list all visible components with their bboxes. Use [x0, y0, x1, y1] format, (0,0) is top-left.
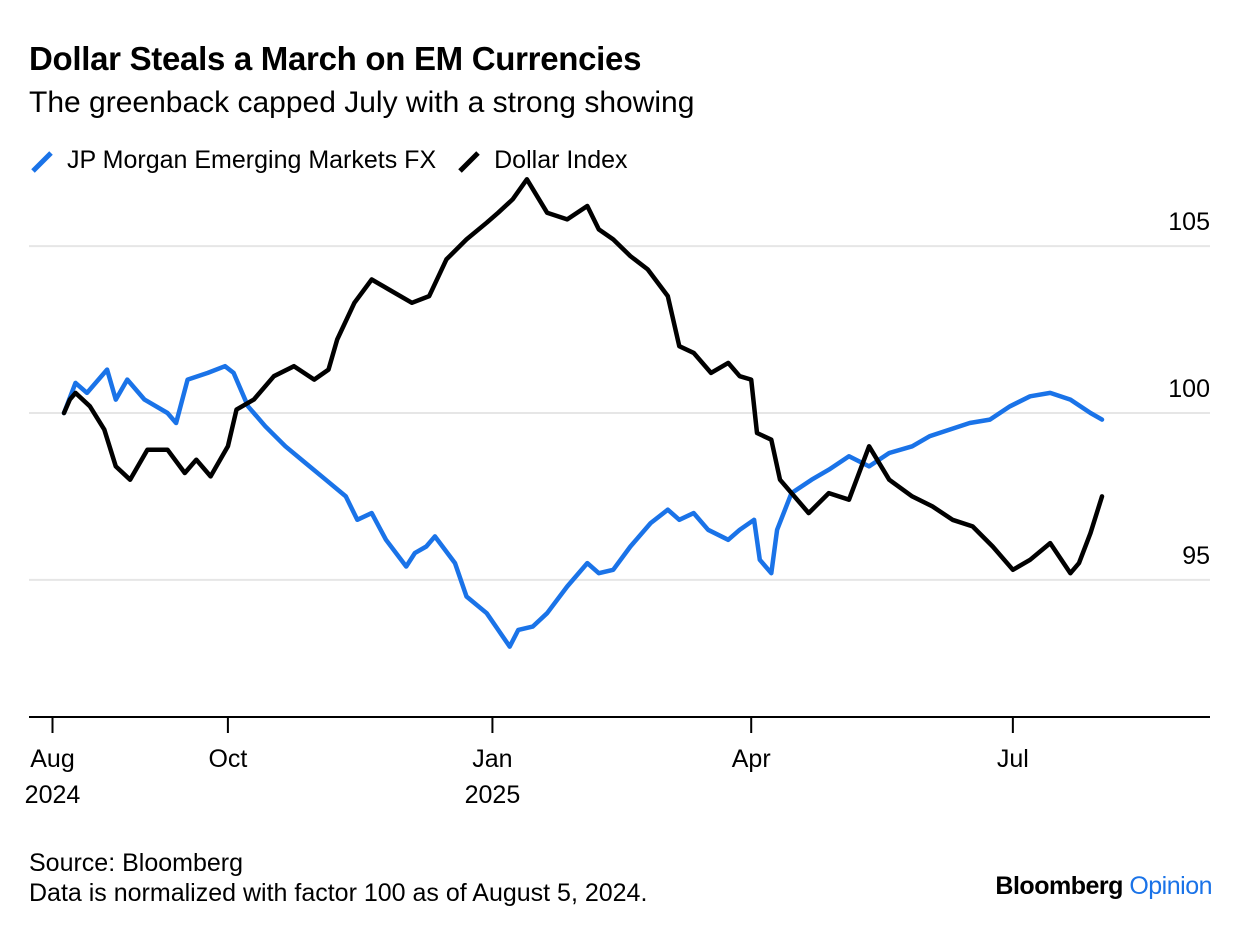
- legend-item-em: JP Morgan Emerging Markets FX: [29, 146, 436, 175]
- x-tick-year-2025: 2025: [465, 781, 521, 809]
- y-tick-label-105: 105: [1168, 208, 1210, 236]
- y-tick-label-95: 95: [1182, 542, 1210, 570]
- brand-primary: Bloomberg: [995, 872, 1123, 900]
- series-line-dollar-index: [61, 177, 1105, 576]
- legend-swatch-em: [31, 150, 53, 173]
- x-tick-label-jan: Jan: [472, 745, 512, 773]
- chart-subtitle: The greenback capped July with a strong …: [29, 86, 695, 119]
- legend-label-dxy: Dollar Index: [494, 146, 628, 174]
- footer: Source: Bloomberg Data is normalized wit…: [29, 848, 647, 908]
- x-tick-label-oct: Oct: [208, 745, 247, 773]
- chart-title: Dollar Steals a March on EM Currencies: [29, 40, 642, 77]
- bloomberg-opinion-logo: Bloomberg Opinion: [995, 872, 1212, 901]
- x-tick-label-jul: Jul: [997, 745, 1029, 773]
- legend: JP Morgan Emerging Markets FX Dollar Ind…: [29, 146, 648, 175]
- legend-swatch-dxy: [458, 150, 480, 173]
- source-note: Source: Bloomberg: [29, 849, 244, 877]
- series-line-em-fx: [61, 363, 1105, 649]
- normalization-note: Data is normalized with factor 100 as of…: [29, 879, 648, 907]
- y-tick-label-100: 100: [1168, 375, 1210, 403]
- x-tick-label-aug: Aug: [30, 745, 74, 773]
- brand-secondary: Opinion: [1129, 872, 1212, 900]
- legend-label-em: JP Morgan Emerging Markets FX: [67, 146, 437, 174]
- legend-item-dxy: Dollar Index: [456, 146, 628, 175]
- x-tick-label-apr: Apr: [732, 745, 771, 773]
- x-tick-year-2024: 2024: [25, 781, 81, 809]
